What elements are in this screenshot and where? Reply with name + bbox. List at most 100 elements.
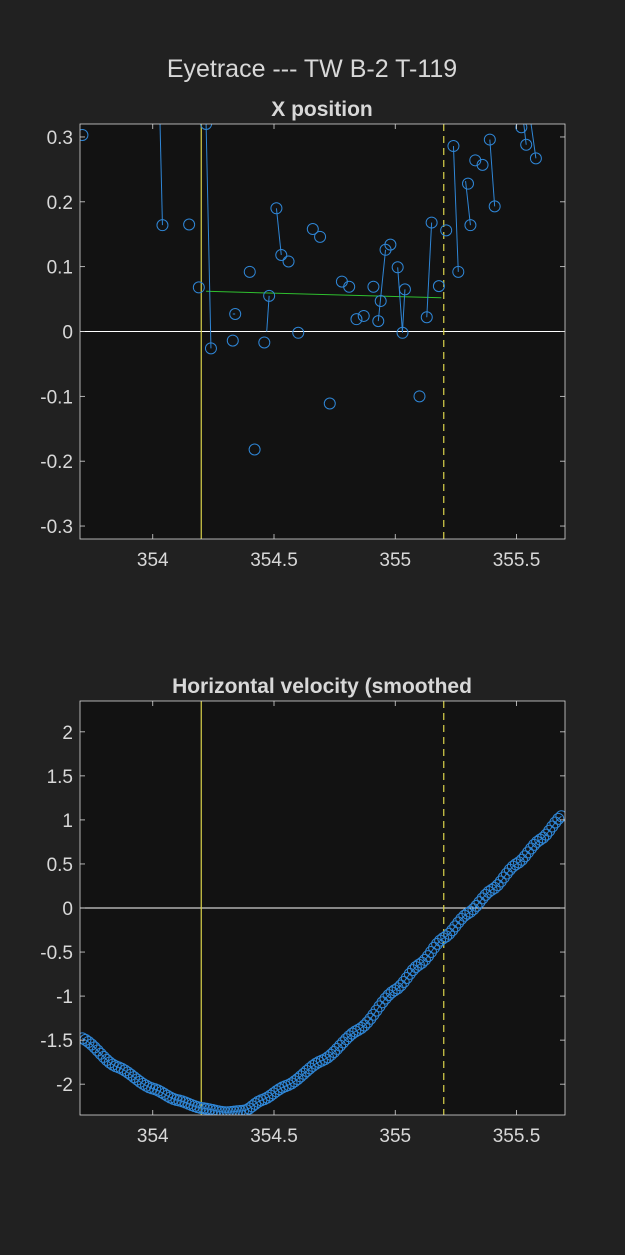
vel-point-137 — [491, 879, 504, 892]
vel-point-104 — [391, 982, 404, 995]
vel-point-48 — [221, 1106, 234, 1115]
vel-point-136 — [488, 881, 501, 894]
xpos-point-6 — [226, 334, 239, 347]
vel-point-146 — [518, 850, 531, 863]
xpos-point-8 — [243, 265, 256, 278]
vel-point-135 — [485, 883, 498, 896]
vel-point-145 — [515, 853, 528, 866]
vel-xtick-label-0: 354 — [137, 1126, 169, 1147]
vel-point-107 — [400, 971, 413, 984]
xpos-point-27 — [384, 238, 397, 251]
xpos-point-12 — [270, 202, 283, 215]
xpos-segment-11 — [489, 139, 496, 207]
xpos-fit-line — [206, 290, 442, 299]
xpos-point-3 — [192, 281, 205, 294]
xpos-xtick-label-3: 355.5 — [493, 550, 541, 571]
xpos-xtick-label-2: 355 — [379, 550, 411, 571]
vel-point-8 — [100, 1053, 113, 1066]
vel-point-6 — [94, 1047, 107, 1060]
vel-point-93 — [358, 1019, 371, 1032]
vel-point-0 — [80, 1032, 89, 1045]
vel-ytick-label-4: 0 — [62, 899, 73, 920]
xpos-point-17 — [314, 230, 327, 243]
x-position-axes: X position 354 354.5 355 355.5 -0.3 -0.2 -0.1 0… — [40, 98, 566, 571]
xpos-point-13 — [275, 248, 288, 261]
xpos-xtick-label-0: 354 — [137, 550, 169, 571]
xpos-point-24 — [372, 315, 385, 328]
vel-point-26 — [155, 1086, 168, 1099]
vel-point-69 — [285, 1077, 298, 1090]
vel-point-143 — [509, 858, 522, 871]
vel-point-54 — [240, 1104, 253, 1115]
vel-point-95 — [364, 1012, 377, 1025]
vel-point-18 — [130, 1073, 143, 1086]
vel-point-126 — [458, 909, 471, 922]
vel-point-144 — [512, 856, 525, 869]
xpos-segment-7 — [402, 289, 406, 331]
xpos-ytick-label-0: -0.3 — [40, 517, 73, 538]
vel-point-51 — [231, 1105, 244, 1115]
vel-point-55 — [243, 1102, 256, 1115]
xpos-point-23 — [367, 280, 380, 293]
xpos-point-10 — [258, 336, 271, 349]
vel-point-90 — [349, 1025, 362, 1038]
xpos-point-9 — [248, 443, 261, 456]
vel-point-105 — [394, 979, 407, 992]
vel-point-99 — [376, 996, 389, 1009]
xpos-point-38 — [462, 177, 474, 190]
vel-point-61 — [261, 1091, 274, 1104]
vel-ytick-label-6: 1 — [62, 811, 73, 832]
vel-point-106 — [397, 975, 410, 988]
xpos-point-14 — [282, 255, 295, 268]
vel-point-124 — [452, 916, 465, 929]
vel-point-98 — [373, 1000, 386, 1013]
xpos-segment-9 — [452, 146, 459, 272]
xpos-ytick-label-3: 0 — [62, 323, 73, 344]
vel-point-127 — [461, 907, 474, 920]
vel-point-80 — [318, 1053, 331, 1066]
vel-point-91 — [352, 1023, 365, 1036]
figure-title: Eyetrace --- TW B-2 T-119 — [167, 55, 457, 83]
vel-point-154 — [543, 824, 556, 837]
xpos-point-1 — [156, 219, 169, 232]
vel-point-25 — [152, 1084, 165, 1097]
vel-point-134 — [482, 885, 495, 898]
vel-point-46 — [215, 1105, 228, 1115]
vel-point-147 — [522, 846, 535, 859]
vel-point-102 — [385, 986, 398, 999]
vel-point-70 — [288, 1075, 301, 1088]
xpos-point-0 — [80, 129, 89, 142]
vel-ytick-label-3: -0.5 — [40, 943, 73, 964]
vel-xtick-label-2: 355 — [379, 1126, 411, 1147]
vel-point-118 — [434, 934, 447, 947]
xpos-point-34 — [432, 280, 445, 293]
vel-ytick-label-7: 1.5 — [47, 767, 73, 788]
vel-point-19 — [134, 1075, 147, 1088]
xpos-segment-8 — [426, 222, 433, 318]
vel-point-89 — [346, 1027, 359, 1040]
vel-point-3 — [85, 1038, 98, 1051]
vel-point-4 — [88, 1041, 101, 1054]
vel-point-1 — [80, 1033, 92, 1046]
vel-point-56 — [246, 1100, 259, 1113]
xpos-point-22 — [357, 309, 370, 322]
xpos-ytick-label-2: -0.1 — [40, 387, 73, 408]
vel-point-153 — [540, 828, 553, 841]
xpos-point-25 — [374, 295, 387, 308]
xpos-ytick-label-5: 0.2 — [47, 193, 73, 214]
vel-xtick-label-1: 354.5 — [250, 1126, 298, 1147]
vel-point-116 — [428, 941, 441, 954]
vel-point-156 — [549, 816, 562, 829]
xpos-point-15 — [292, 326, 305, 339]
xpos-point-36 — [447, 140, 460, 153]
vel-point-148 — [525, 842, 538, 855]
vel-point-131 — [473, 896, 486, 909]
vel-point-14 — [118, 1064, 131, 1077]
vel-point-60 — [258, 1093, 271, 1106]
xpos-point-32 — [420, 311, 433, 324]
vel-point-112 — [415, 956, 428, 969]
xpos-point-31 — [413, 390, 426, 403]
xpos-segment-0 — [159, 124, 163, 226]
vel-point-76 — [306, 1059, 319, 1072]
